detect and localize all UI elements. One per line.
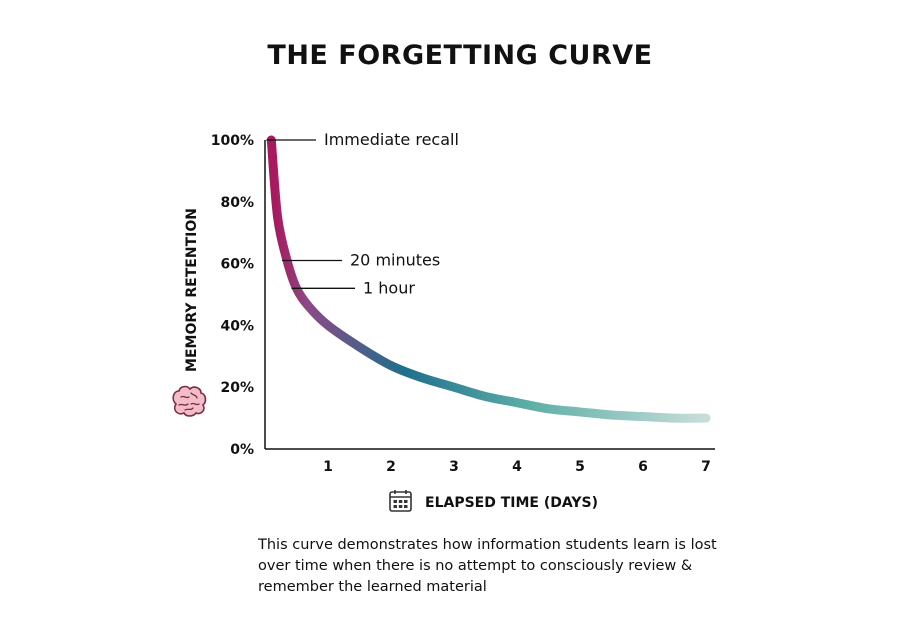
y-axis-label: MEMORY RETENTION xyxy=(184,208,200,372)
x-tick-label: 4 xyxy=(512,459,522,475)
annotation-label: 1 hour xyxy=(363,278,415,297)
x-tick-label: 2 xyxy=(386,459,396,475)
chart-caption: This curve demonstrates how information … xyxy=(258,537,717,595)
brain-icon xyxy=(172,385,207,417)
y-tick-label: 40% xyxy=(220,318,254,334)
x-tick-label: 5 xyxy=(575,459,585,475)
chart-title: THE FORGETTING CURVE xyxy=(267,40,653,71)
annotation-label: Immediate recall xyxy=(324,130,459,149)
y-tick-label: 60% xyxy=(220,257,254,273)
x-tick-label: 6 xyxy=(638,459,648,475)
y-tick-label: 80% xyxy=(220,195,254,211)
x-tick-label: 1 xyxy=(323,459,333,475)
y-tick-label: 20% xyxy=(220,380,254,396)
x-axis-label: ELAPSED TIME (DAYS) xyxy=(425,495,598,511)
x-tick-label: 7 xyxy=(701,459,711,475)
calendar-icon xyxy=(389,490,412,512)
y-tick-label: 0% xyxy=(230,442,254,458)
x-tick-label: 3 xyxy=(449,459,459,475)
forgetting-curve-line xyxy=(266,135,711,423)
annotation-label: 20 minutes xyxy=(350,251,440,270)
y-tick-label: 100% xyxy=(211,133,254,149)
